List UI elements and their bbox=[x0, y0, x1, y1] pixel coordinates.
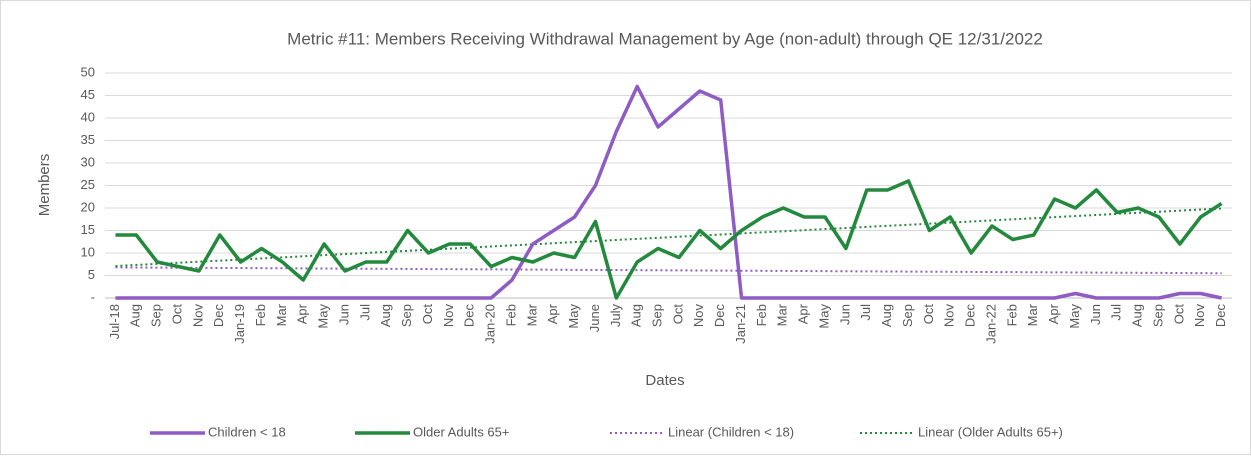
x-tick-label: Nov bbox=[190, 304, 205, 328]
x-tick-label: Aug bbox=[879, 304, 894, 327]
x-tick-label: Feb bbox=[253, 304, 268, 326]
x-tick-label: June bbox=[587, 304, 602, 332]
x-tick-label: Dec bbox=[211, 304, 226, 328]
x-tick-label: Apr bbox=[796, 303, 811, 324]
x-tick-label: Sep bbox=[1150, 304, 1165, 327]
y-tick-label: 40 bbox=[81, 109, 95, 124]
x-tick-label: May bbox=[566, 304, 581, 329]
trendline bbox=[115, 266, 1222, 275]
x-tick-label: Sep bbox=[399, 304, 414, 327]
x-tick-label: Oct bbox=[670, 304, 685, 325]
x-tick-label: May bbox=[316, 304, 331, 329]
x-tick-label: Apr bbox=[545, 303, 560, 324]
y-tick-label: 35 bbox=[81, 132, 95, 147]
x-tick-label: Feb bbox=[503, 304, 518, 326]
x-tick-label: Feb bbox=[1004, 304, 1019, 326]
y-tick-label: 45 bbox=[81, 87, 95, 102]
x-tick-label: Mar bbox=[274, 303, 289, 326]
y-tick-label: - bbox=[91, 289, 95, 304]
x-tick-label: Jan-20 bbox=[483, 304, 498, 344]
x-tick-label: Sep bbox=[650, 304, 665, 327]
x-tick-label: Mar bbox=[1025, 303, 1040, 326]
x-tick-label: Nov bbox=[441, 304, 456, 328]
legend-label: Older Adults 65+ bbox=[413, 424, 509, 439]
x-tick-label: Nov bbox=[942, 304, 957, 328]
x-tick-label: Jun bbox=[837, 304, 852, 325]
x-tick-label: Nov bbox=[1192, 304, 1207, 328]
x-tick-label: Dec bbox=[712, 304, 727, 328]
x-tick-label: May bbox=[816, 304, 831, 329]
x-tick-label: Jan-21 bbox=[733, 304, 748, 344]
x-tick-label: Jun bbox=[1088, 304, 1103, 325]
x-tick-label: Jul-18 bbox=[107, 304, 122, 339]
x-tick-label: Jan-19 bbox=[232, 304, 247, 344]
x-tick-label: July bbox=[608, 304, 623, 328]
y-tick-label: 50 bbox=[81, 64, 95, 79]
x-tick-label: Sep bbox=[900, 304, 915, 327]
x-tick-label: Aug bbox=[378, 304, 393, 327]
x-tick-label: Aug bbox=[629, 304, 644, 327]
series-line bbox=[115, 84, 1222, 300]
series-line bbox=[115, 179, 1223, 300]
x-tick-label: May bbox=[1067, 304, 1082, 329]
y-tick-label: 25 bbox=[81, 177, 95, 192]
x-tick-label: Aug bbox=[128, 304, 143, 327]
x-tick-label: Nov bbox=[691, 304, 706, 328]
y-tick-label: 20 bbox=[81, 199, 95, 214]
x-axis-title: Dates bbox=[645, 372, 684, 389]
x-tick-label: Jul bbox=[357, 304, 372, 321]
legend-label: Linear (Children < 18) bbox=[668, 424, 794, 439]
x-tick-label: Jul bbox=[858, 304, 873, 321]
x-tick-label: Apr bbox=[295, 303, 310, 324]
x-tick-label: Oct bbox=[169, 304, 184, 325]
x-tick-label: Jun bbox=[336, 304, 351, 325]
x-tick-label: Apr bbox=[1046, 303, 1061, 324]
y-tick-label: 5 bbox=[88, 267, 95, 282]
x-tick-label: Mar bbox=[775, 303, 790, 326]
legend-label: Children < 18 bbox=[208, 424, 286, 439]
x-tick-label: Mar bbox=[524, 303, 539, 326]
x-tick-label: Oct bbox=[1171, 304, 1186, 325]
x-tick-label: Dec bbox=[963, 304, 978, 328]
chart-title: Metric #11: Members Receiving Withdrawal… bbox=[287, 29, 1043, 48]
y-tick-label: 10 bbox=[81, 244, 95, 259]
y-tick-label: 30 bbox=[81, 154, 95, 169]
x-tick-label: Oct bbox=[420, 304, 435, 325]
x-tick-label: Jan-22 bbox=[983, 304, 998, 344]
legend-label: Linear (Older Adults 65+) bbox=[918, 424, 1063, 439]
x-tick-label: Dec bbox=[462, 304, 477, 328]
x-tick-label: Jul bbox=[1109, 304, 1124, 321]
x-tick-label: Oct bbox=[921, 304, 936, 325]
x-tick-label: Sep bbox=[149, 304, 164, 327]
x-tick-label: Dec bbox=[1213, 304, 1228, 328]
x-tick-label: Feb bbox=[754, 304, 769, 326]
y-axis-title: Members bbox=[36, 154, 53, 217]
x-tick-label: Aug bbox=[1130, 304, 1145, 327]
y-tick-label: 15 bbox=[81, 222, 95, 237]
